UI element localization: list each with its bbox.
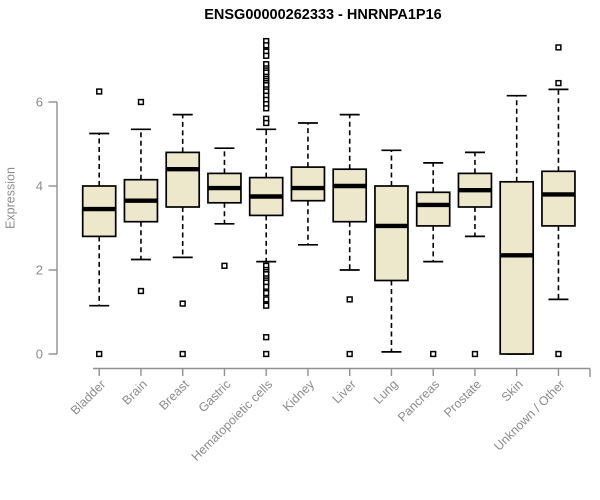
box-rect: [290, 166, 326, 202]
outlier-point: [430, 350, 437, 358]
x-tick-label: Breast: [156, 377, 192, 413]
boxplot-pancreas: [415, 162, 451, 358]
outlier-point: [555, 44, 562, 51]
outlier-point: [179, 350, 186, 358]
outlier-point: [263, 334, 270, 341]
y-tick-label: 0: [36, 347, 43, 362]
x-tick-label: Brain: [120, 377, 151, 408]
outlier-point: [263, 283, 270, 290]
x-tick-label: Liver: [330, 377, 359, 406]
y-axis-label: Expression: [4, 167, 18, 229]
outlier-point: [263, 119, 270, 127]
boxplot-hematopoietic-cells: [248, 37, 284, 358]
y-tick-label: 4: [36, 179, 43, 194]
outlier-point: [263, 350, 270, 358]
boxplot-skin: [499, 94, 535, 355]
boxplot-prostate: [457, 151, 493, 358]
outlier-point: [555, 79, 562, 87]
outlier-point: [263, 105, 270, 112]
outlier-point: [263, 302, 270, 309]
x-tick-label: Gastric: [196, 377, 234, 415]
y-tick-label: 6: [36, 95, 43, 110]
x-tick-label: Unknown / Other: [491, 377, 567, 453]
boxplot-kidney: [290, 122, 326, 246]
box-rect: [332, 168, 368, 223]
box-rect: [165, 151, 201, 208]
x-tick-label: Prostate: [441, 377, 484, 420]
outlier-point: [221, 262, 228, 269]
box-rect: [415, 191, 451, 227]
outlier-point: [96, 350, 103, 358]
boxplot-breast: [165, 113, 201, 358]
x-tick-label: Kidney: [280, 377, 317, 414]
outlier-point: [263, 296, 270, 303]
outlier-point: [263, 42, 270, 49]
boxplot-lung: [374, 149, 409, 353]
box-rect: [541, 170, 576, 227]
x-tick-label: Hematopoietic cells: [189, 377, 276, 464]
x-tick-label: Pancreas: [395, 377, 442, 424]
x-tick-label: Skin: [499, 377, 526, 404]
outlier-point: [346, 350, 353, 358]
chart-title: ENSG00000262333 - HNRNPA1P16: [204, 7, 442, 23]
outlier-point: [179, 300, 186, 307]
boxplot-unknown-other: [541, 44, 576, 358]
x-tick-label: Bladder: [68, 377, 108, 417]
outlier-point: [96, 88, 103, 95]
boxplot-gastric: [207, 147, 242, 269]
boxplot-liver: [332, 113, 368, 358]
y-tick-label: 2: [36, 263, 43, 278]
outlier-point: [263, 289, 270, 297]
boxplot-bladder: [81, 88, 117, 358]
box-rect: [499, 180, 535, 355]
outlier-point: [471, 350, 479, 358]
outlier-point: [346, 296, 353, 303]
box-series: [81, 37, 576, 358]
outlier-point: [137, 98, 145, 106]
boxplot-brain: [123, 98, 159, 295]
box-rect: [374, 185, 409, 282]
outlier-point: [263, 52, 270, 59]
outlier-point: [137, 287, 145, 295]
x-tick-label: Lung: [371, 377, 401, 407]
outlier-point: [555, 350, 562, 358]
